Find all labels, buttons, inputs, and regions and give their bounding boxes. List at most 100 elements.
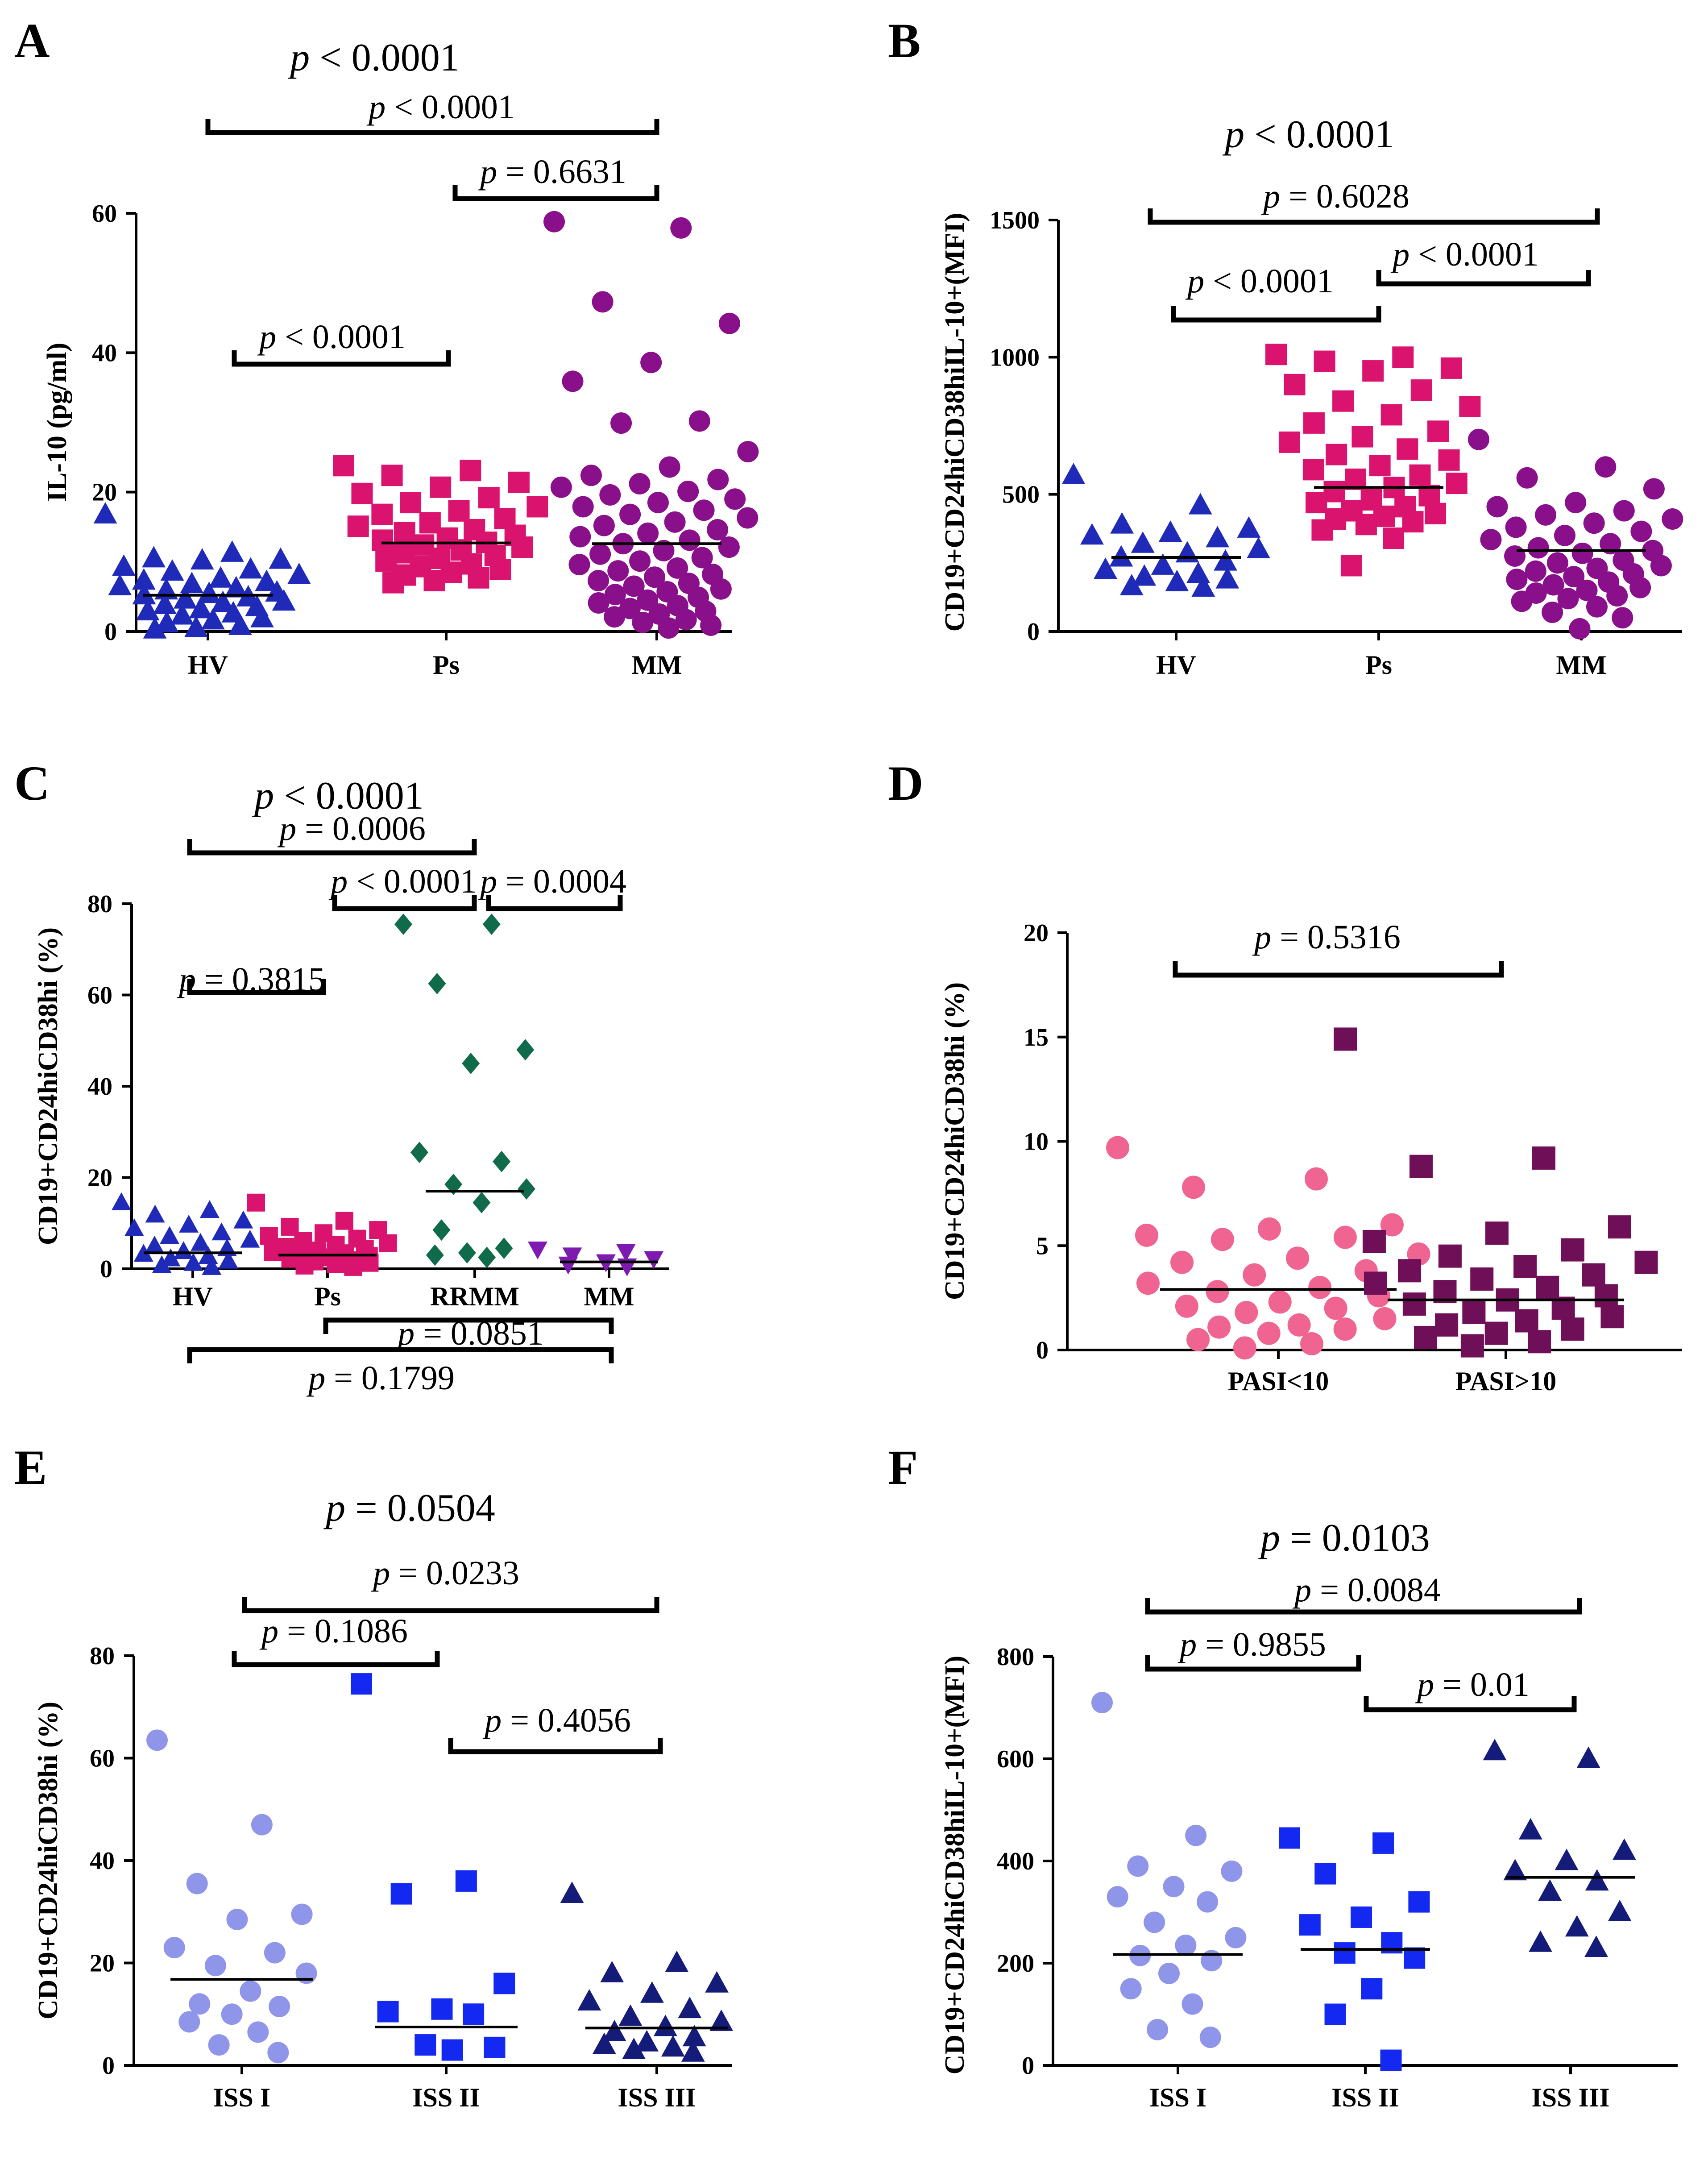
data-point	[558, 1256, 578, 1275]
data-point	[1304, 1167, 1328, 1191]
comparison-bracket	[448, 1738, 663, 1754]
category-label-pasi-10: PASI>10	[1455, 1367, 1556, 1396]
data-point	[1398, 1259, 1422, 1283]
data-point	[562, 1247, 582, 1266]
comparison-p-value: p = 0.0084	[1292, 1571, 1441, 1609]
data-point	[600, 1961, 624, 1982]
comparison-bracket	[1148, 208, 1600, 225]
data-point	[1158, 1962, 1180, 1984]
data-point	[191, 1233, 211, 1251]
data-point	[1600, 533, 1621, 555]
overall-p-value: p < 0.0001	[252, 774, 424, 818]
data-point	[1505, 516, 1527, 538]
data-point	[1163, 1876, 1185, 1898]
data-point	[1131, 531, 1155, 553]
y-tick-label: 40	[87, 1073, 112, 1101]
data-point	[430, 476, 452, 498]
data-point	[1662, 508, 1683, 530]
data-point	[1206, 526, 1230, 548]
data-point	[145, 1205, 165, 1223]
data-point	[201, 608, 225, 630]
data-point	[426, 1244, 444, 1266]
data-point	[1136, 1271, 1160, 1295]
data-point	[1355, 514, 1377, 536]
data-point	[1383, 528, 1405, 549]
data-point	[1182, 1176, 1205, 1199]
data-point	[1565, 492, 1587, 514]
data-point	[1600, 1305, 1624, 1329]
data-point	[1397, 438, 1418, 460]
category-label-iss-ii: ISS II	[1331, 2083, 1399, 2112]
data-point	[1300, 1332, 1324, 1355]
comparison-p-value: p = 0.01	[1415, 1666, 1530, 1703]
data-point	[344, 1258, 362, 1276]
comparison-bracket	[187, 1347, 614, 1363]
data-point	[1186, 1328, 1210, 1351]
data-point	[1061, 463, 1086, 485]
data-point	[1324, 2003, 1346, 2025]
y-tick-label: 60	[87, 982, 112, 1009]
data-point	[441, 2039, 463, 2061]
series-mm	[1468, 428, 1683, 640]
data-point	[517, 1178, 535, 1200]
data-point	[1484, 1321, 1508, 1345]
comparison-p-value: p < 0.0001	[328, 863, 477, 900]
comparison-p-value: p = 0.6631	[478, 153, 626, 191]
comparison-p-value: p = 0.1799	[306, 1359, 455, 1397]
comparison-bracket	[332, 895, 477, 911]
data-point	[264, 1942, 286, 1964]
data-point	[1518, 1818, 1542, 1840]
panel-letter: E	[14, 1440, 47, 1495]
data-point	[1554, 524, 1575, 546]
data-point	[448, 500, 470, 522]
data-point	[528, 1242, 547, 1260]
data-point	[1542, 601, 1563, 623]
data-point	[629, 473, 651, 494]
data-point	[724, 488, 746, 510]
data-point	[1535, 504, 1557, 526]
data-point	[1425, 503, 1447, 524]
data-point	[184, 615, 208, 637]
comparison-p-value: p = 0.0851	[395, 1315, 544, 1352]
data-point	[272, 589, 296, 611]
data-point	[1571, 542, 1593, 564]
data-point	[718, 312, 740, 334]
data-point	[463, 2003, 485, 2025]
data-point	[1576, 579, 1598, 601]
data-point	[664, 511, 686, 533]
data-point	[604, 584, 626, 606]
data-point	[291, 1903, 313, 1925]
comparison-bracket	[1173, 961, 1504, 978]
data-point	[1279, 1827, 1300, 1849]
data-point	[1536, 1275, 1559, 1299]
data-point	[1629, 577, 1651, 598]
data-point	[1438, 1244, 1462, 1268]
data-point	[1147, 2019, 1169, 2040]
comparison-p-value: p = 0.0233	[371, 1554, 519, 1592]
data-point	[333, 455, 354, 477]
data-point	[1525, 560, 1546, 582]
category-label-iss-i: ISS I	[1149, 2083, 1206, 2112]
data-point	[269, 547, 293, 569]
data-point	[1634, 1250, 1658, 1274]
comparison-p-value: p < 0.0001	[366, 88, 515, 126]
data-point	[1284, 374, 1306, 395]
data-point	[190, 548, 214, 570]
data-point	[623, 575, 645, 597]
data-point	[700, 614, 722, 636]
data-point	[112, 1192, 131, 1210]
category-label-mm: MM	[631, 650, 682, 680]
data-point	[572, 496, 594, 518]
data-point	[1438, 449, 1460, 471]
data-point	[478, 487, 500, 509]
data-point	[1503, 1859, 1527, 1881]
data-point	[1362, 360, 1384, 382]
y-tick-label: 80	[90, 1642, 115, 1670]
category-label-iss-ii: ISS II	[412, 2083, 480, 2112]
y-tick-label: 500	[1002, 481, 1040, 509]
data-point	[1585, 1869, 1609, 1891]
data-point	[1561, 1238, 1584, 1262]
category-label-mm: MM	[584, 1282, 634, 1311]
category-label-iss-i: ISS I	[213, 2083, 270, 2112]
data-point	[1303, 412, 1325, 434]
